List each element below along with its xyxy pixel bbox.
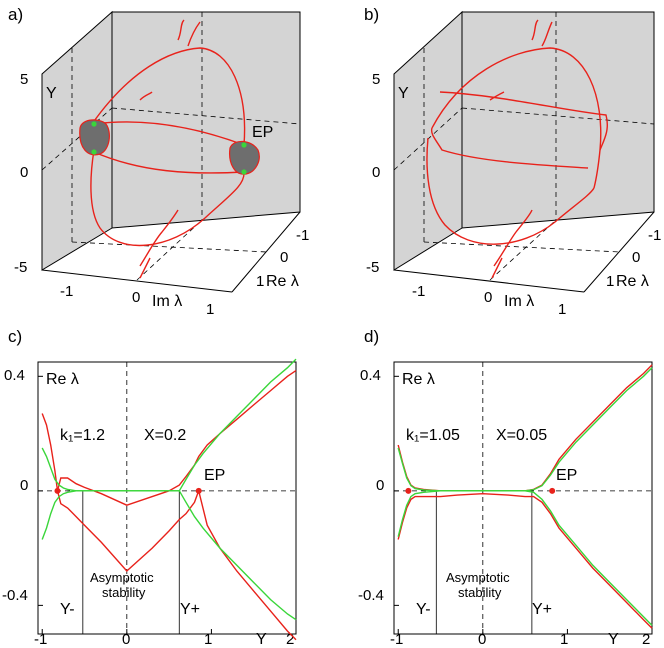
- re-axis-line: [583, 211, 655, 293]
- x-tick-label: 0: [122, 631, 130, 648]
- y-tick-label: 0: [376, 477, 384, 494]
- y-tick-minus5: -5: [14, 259, 27, 276]
- ep-label: EP: [204, 467, 225, 484]
- y-tick-label: -0.4: [2, 587, 28, 604]
- panel-b: b) 5 0 -5 Y -1 0 1 Im λ -1 0 1 Re λ: [364, 5, 661, 318]
- x-axis-label: Y: [608, 631, 619, 648]
- back-wall: [461, 11, 655, 229]
- param-x: X=0.05: [496, 427, 547, 444]
- panel-letter-d: d): [364, 327, 379, 346]
- y-tick-label: -0.4: [358, 587, 384, 604]
- trajectories-a: [90, 19, 246, 279]
- y-tick-label: 0: [20, 477, 28, 494]
- y-tick-minus5: -5: [366, 259, 379, 276]
- series-lower-red: [397, 492, 653, 629]
- x-tick-label: 2: [286, 631, 294, 648]
- ep-point: [549, 487, 556, 494]
- im-tick-0: 0: [484, 289, 492, 306]
- dashed-guides: [41, 12, 301, 281]
- im-tick-1: 1: [206, 301, 214, 318]
- im-axis-line: [393, 269, 585, 293]
- y-tick-5: 5: [372, 71, 380, 88]
- series-upper-green: [41, 358, 297, 492]
- ep-label: EP: [556, 467, 577, 484]
- stability-label-2: stability: [102, 585, 146, 600]
- re-tick-0: 0: [280, 249, 288, 266]
- panel-d: d) Re λ k₁=1.05 X=0.05 EP Asymptotic sta…: [358, 327, 653, 648]
- im-tick-1: 1: [558, 301, 566, 318]
- panel-letter-a: a): [8, 5, 23, 24]
- x-tick-label: -1: [34, 631, 47, 648]
- stability-label-1: Asymptotic: [90, 570, 154, 585]
- ep-point: [405, 487, 412, 494]
- y-plus-label: Y+: [180, 601, 200, 618]
- panel-a: a) 5 0 -5 Y -1 0 1 Im λ -1 0 1 Re λ EP: [8, 5, 309, 318]
- stability-label-2: stability: [458, 585, 502, 600]
- ep-point: [54, 487, 61, 494]
- re-tick-minus1: -1: [648, 227, 661, 244]
- param-k1: k₁=1.05: [406, 427, 460, 444]
- re-tick-minus1: -1: [296, 227, 309, 244]
- im-axis-label: Im λ: [152, 293, 182, 310]
- y-tick-0: 0: [20, 164, 28, 181]
- im-tick-minus1: -1: [412, 283, 425, 300]
- x-axis-label: Y: [256, 631, 267, 648]
- im-tick-minus1: -1: [60, 283, 73, 300]
- re-axis-line: [231, 211, 301, 293]
- param-x: X=0.2: [144, 427, 186, 444]
- panel-c: c) Re λ k₁=1.2 X=0.2 EP Asymptotic stabi…: [2, 327, 297, 648]
- series-lower-green: [41, 490, 297, 621]
- ep-label: EP: [252, 124, 273, 141]
- re-axis-label: Re λ: [266, 273, 299, 290]
- series-branch-red: [41, 413, 59, 491]
- y-tick-5: 5: [20, 71, 28, 88]
- x-tick-label: -1: [390, 631, 403, 648]
- im-tick-0: 0: [132, 289, 140, 306]
- ep-blobs-a: [79, 119, 260, 175]
- re-tick-0: 0: [632, 249, 640, 266]
- im-axis-line: [41, 269, 233, 293]
- x-tick-label: 2: [642, 631, 650, 648]
- param-k1: k₁=1.2: [60, 427, 105, 444]
- plot-frame: [393, 361, 653, 635]
- y-tick-0: 0: [372, 164, 380, 181]
- y-axis-label: Y: [46, 85, 57, 102]
- x-tick-label: 1: [560, 631, 568, 648]
- series-lower-red: [56, 488, 297, 641]
- x-tick-label: 1: [204, 631, 212, 648]
- back-wall: [111, 11, 301, 229]
- re-tick-1: 1: [606, 273, 614, 290]
- im-axis-label: Im λ: [504, 293, 534, 310]
- panel-letter-b: b): [364, 5, 379, 24]
- re-tick-1: 1: [256, 273, 264, 290]
- series-lower-green: [397, 490, 653, 626]
- stability-label-1: Asymptotic: [446, 570, 510, 585]
- trajectories-b: [426, 19, 609, 279]
- y-tick-label: 0.4: [4, 367, 25, 384]
- x-tick-label: 0: [478, 631, 486, 648]
- series-upper-red: [56, 370, 297, 506]
- y-plus-label: Y+: [532, 601, 552, 618]
- y-minus-label: Y-: [416, 601, 431, 618]
- series-upper-green: [397, 367, 653, 492]
- y-axis-label: Re λ: [46, 371, 79, 388]
- panel-letter-c: c): [8, 327, 22, 346]
- plot-frame: [37, 361, 297, 635]
- re-axis-label: Re λ: [616, 273, 649, 290]
- y-axis-label: Re λ: [402, 371, 435, 388]
- y-axis-label: Y: [398, 85, 409, 102]
- y-tick-label: 0.4: [360, 367, 381, 384]
- ep-point: [195, 487, 202, 494]
- y-minus-label: Y-: [60, 601, 75, 618]
